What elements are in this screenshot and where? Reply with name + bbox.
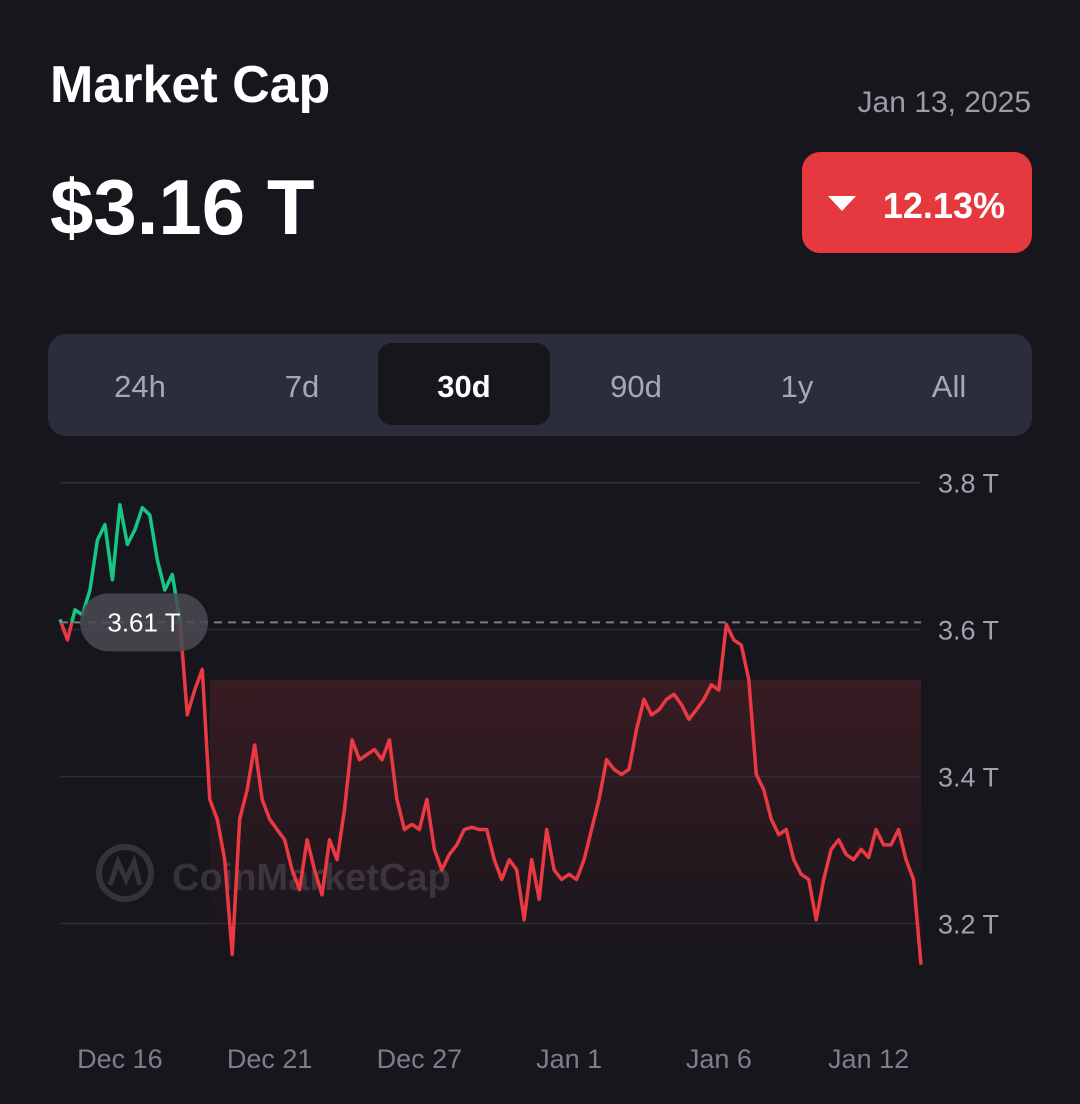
market-cap-value: $3.16 T bbox=[50, 163, 315, 251]
tab[interactable]: All bbox=[932, 369, 966, 404]
market-cap-line bbox=[58, 503, 923, 965]
x-tick-label: Jan 1 bbox=[536, 1044, 602, 1074]
x-tick-label: Dec 21 bbox=[227, 1044, 313, 1074]
watermark-circle bbox=[96, 844, 154, 902]
y-tick-label: 3.8 T bbox=[938, 469, 999, 499]
x-tick-label: Jan 12 bbox=[828, 1044, 909, 1074]
reference-label: 3.61 T bbox=[107, 607, 180, 637]
tab[interactable]: 90d bbox=[610, 369, 662, 404]
change-percent: 12.13% bbox=[883, 185, 1005, 226]
watermark-logo bbox=[96, 844, 154, 902]
x-tick-label: Dec 27 bbox=[377, 1044, 463, 1074]
tab[interactable]: 30d bbox=[437, 369, 490, 404]
tab[interactable]: 24h bbox=[114, 369, 166, 404]
tab-active-bg bbox=[378, 343, 550, 425]
date: Jan 13, 2025 bbox=[858, 86, 1031, 119]
tab[interactable]: 7d bbox=[285, 369, 319, 404]
area-shade bbox=[210, 680, 921, 960]
title: Market Cap bbox=[50, 56, 330, 114]
y-tick-label: 3.2 T bbox=[938, 910, 999, 940]
x-tick-label: Jan 6 bbox=[686, 1044, 752, 1074]
change-badge bbox=[802, 152, 1032, 253]
y-tick-label: 3.6 T bbox=[938, 616, 999, 646]
y-tick-label: 3.4 T bbox=[938, 763, 999, 793]
watermark-glyph bbox=[107, 854, 143, 887]
down-icon bbox=[828, 196, 856, 211]
x-tick-label: Dec 16 bbox=[77, 1044, 163, 1074]
tab[interactable]: 1y bbox=[781, 369, 814, 404]
reference-pill bbox=[80, 593, 208, 652]
